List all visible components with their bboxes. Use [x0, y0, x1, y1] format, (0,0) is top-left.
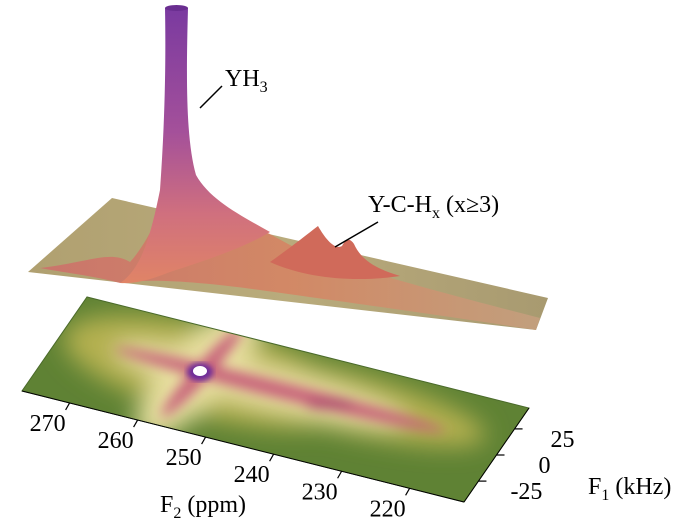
x-tick-label: 270: [30, 411, 66, 437]
annotation: YH3: [225, 66, 268, 96]
x-tick: [133, 419, 139, 428]
y-tick-label: 25: [551, 427, 575, 453]
label-suffix: (kHz): [609, 474, 671, 500]
annotation-sub: 3: [260, 79, 268, 96]
annotation-arrow: [334, 221, 379, 248]
annotation: Y-C-Hx (x≥3): [368, 192, 499, 222]
annotation-sub: x: [432, 205, 440, 222]
label-sub: 1: [601, 487, 609, 504]
contour-projection: [22, 297, 529, 502]
x-tick: [201, 436, 207, 445]
y-tick-label: 0: [539, 453, 551, 479]
annotation-text: Y-C-H: [368, 192, 432, 218]
x-axis-label: F2 (ppm): [160, 492, 246, 522]
annotation-text: YH: [225, 66, 260, 92]
label-suffix: (ppm): [181, 492, 246, 518]
x-tick-label: 220: [370, 496, 406, 522]
x-tick: [337, 470, 343, 479]
x-tick-label: 250: [166, 445, 202, 471]
surface: [28, 5, 548, 330]
annotation-arrow: [199, 85, 223, 109]
x-tick: [269, 453, 275, 462]
label-sub: 2: [173, 505, 181, 522]
x-tick-label: 240: [234, 462, 270, 488]
y-tick-label: -25: [510, 479, 542, 505]
x-tick: [65, 402, 71, 411]
label-text: F: [160, 492, 173, 518]
x-tick-label: 260: [98, 428, 134, 454]
label-text: F: [588, 474, 601, 500]
annotation-suffix: (x≥3): [440, 192, 499, 218]
x-tick: [405, 488, 411, 496]
x-axis-line: [21, 390, 465, 503]
x-tick-label: 230: [302, 479, 338, 505]
y-axis-label: F1 (kHz): [588, 474, 671, 504]
